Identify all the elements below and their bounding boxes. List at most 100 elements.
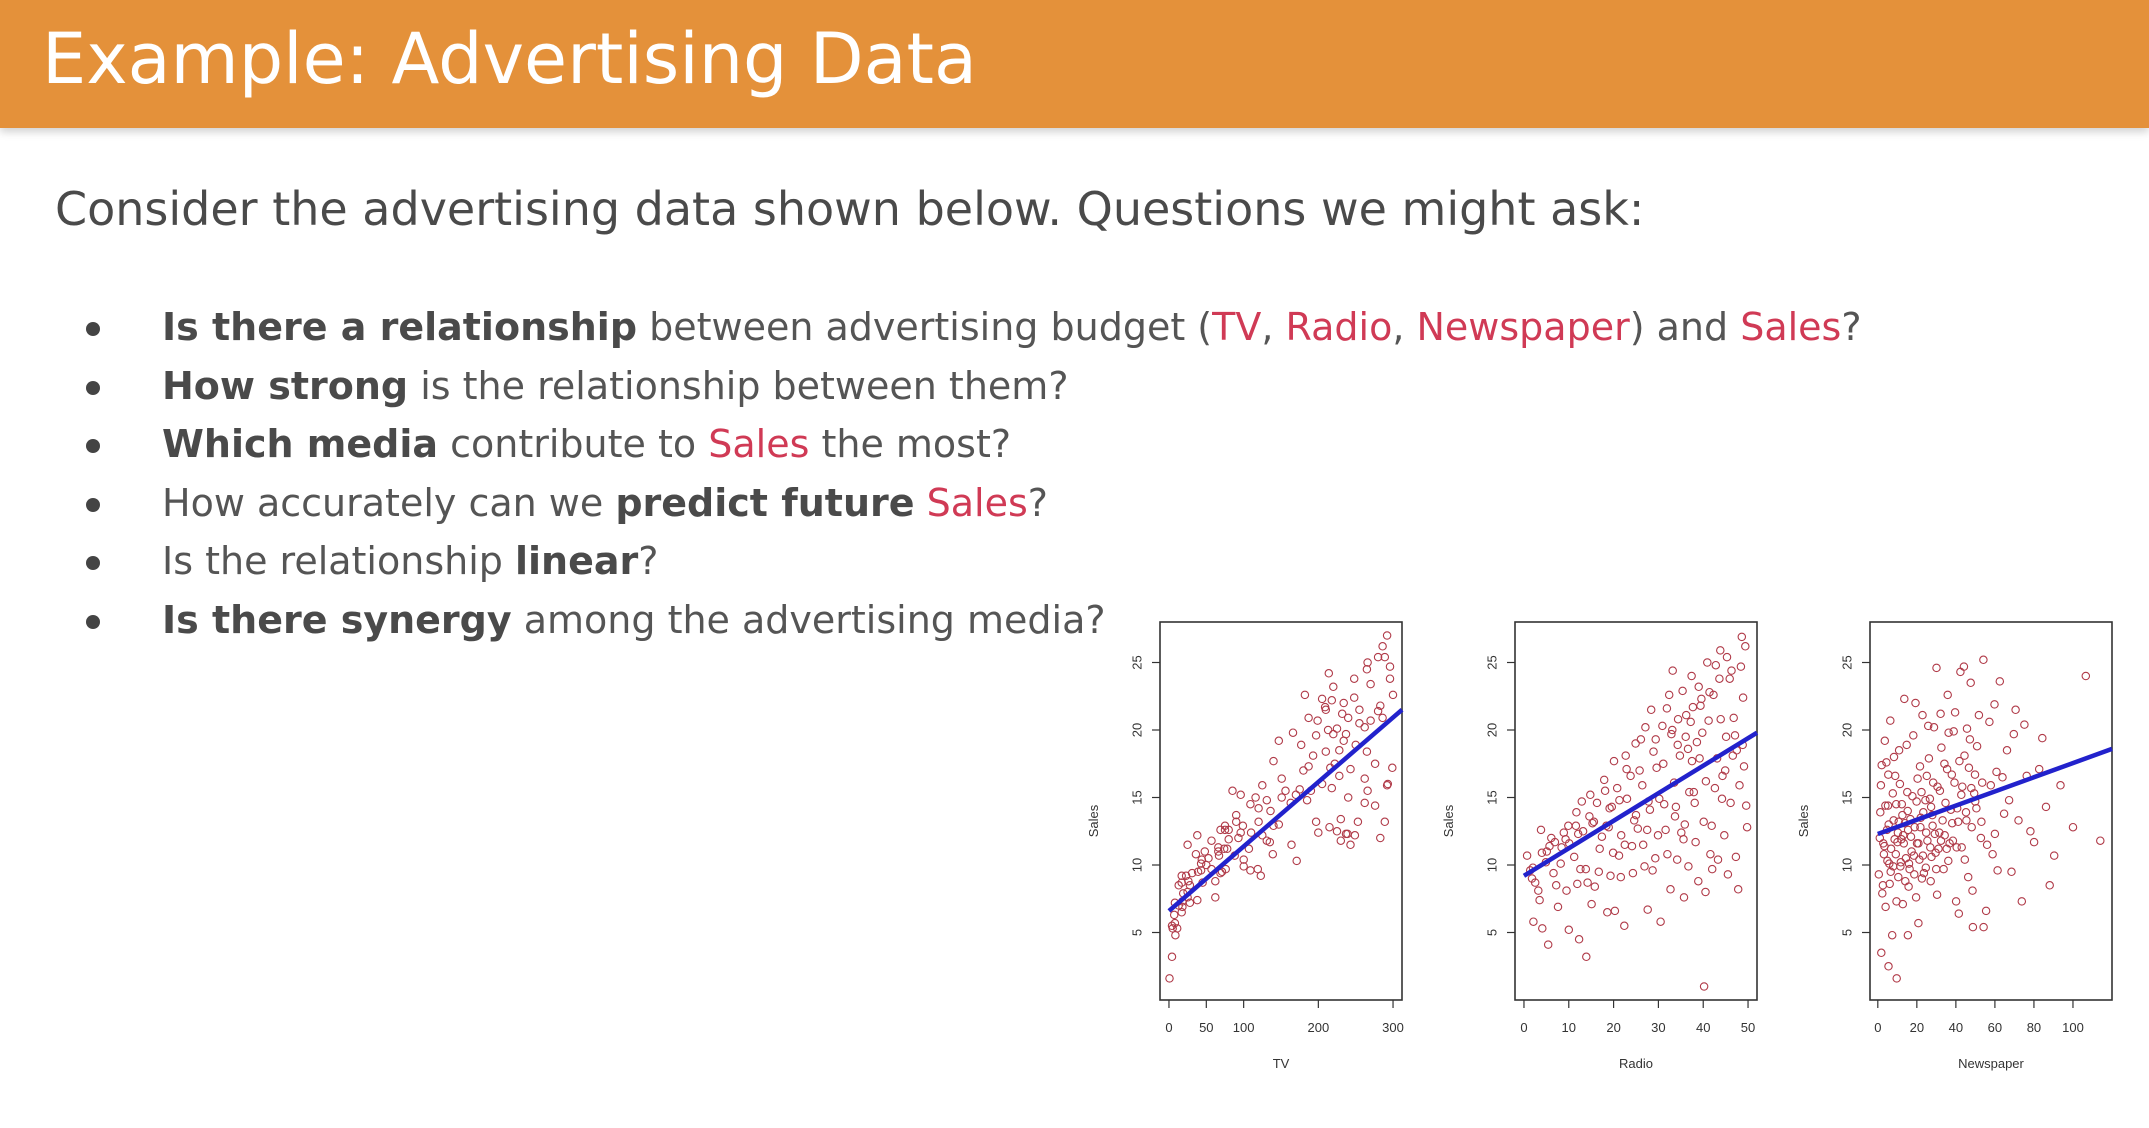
data-point xyxy=(1622,764,1631,774)
data-point xyxy=(1292,856,1301,866)
question-text: Which media contribute to Sales the most… xyxy=(162,415,1011,474)
data-point xyxy=(2026,827,2035,836)
data-point xyxy=(1915,762,1925,771)
data-point xyxy=(1900,694,1909,704)
data-point xyxy=(1699,817,1708,827)
data-point xyxy=(1329,729,1338,739)
data-point xyxy=(1653,831,1663,840)
data-point xyxy=(1977,778,1987,787)
data-point xyxy=(1638,840,1648,850)
data-point xyxy=(1717,794,1727,804)
data-point xyxy=(1891,849,1901,859)
data-point xyxy=(1595,844,1604,854)
data-point xyxy=(1522,851,1532,860)
data-point xyxy=(1621,751,1630,760)
data-point xyxy=(1538,924,1547,933)
data-point xyxy=(1652,763,1661,773)
data-point xyxy=(1884,962,1893,971)
data-point xyxy=(1678,686,1687,696)
question-emphasis: How strong xyxy=(162,363,409,408)
data-point xyxy=(1346,840,1355,850)
data-point xyxy=(1239,855,1248,864)
data-point xyxy=(1696,701,1705,710)
data-point xyxy=(1323,725,1333,735)
data-point xyxy=(1656,917,1665,926)
data-point xyxy=(1349,693,1359,702)
data-point xyxy=(1355,719,1364,728)
data-point xyxy=(1914,918,1923,928)
data-point xyxy=(1679,893,1689,902)
data-point xyxy=(1932,890,1942,899)
data-point xyxy=(1640,862,1649,871)
x-tick-label: 30 xyxy=(1651,1020,1665,1035)
data-point xyxy=(1972,741,1982,751)
data-point xyxy=(1898,831,1908,840)
data-point xyxy=(1718,771,1727,781)
data-point xyxy=(1941,798,1950,808)
data-point xyxy=(1967,783,1976,793)
data-point xyxy=(1716,714,1725,724)
data-point xyxy=(1883,801,1893,810)
question-text: How strong is the relationship between t… xyxy=(162,357,1068,416)
data-point xyxy=(1694,876,1703,886)
data-point xyxy=(1373,652,1383,662)
data-point xyxy=(2017,897,2027,906)
data-point xyxy=(1924,754,1934,763)
data-point xyxy=(1979,922,1988,932)
data-point xyxy=(1960,751,1969,760)
data-point xyxy=(1236,790,1245,800)
data-point xyxy=(1896,858,1906,867)
data-point xyxy=(1885,879,1894,889)
data-point xyxy=(1697,694,1706,704)
data-point xyxy=(1705,687,1714,697)
question-emphasis: predict future xyxy=(615,480,915,525)
data-point xyxy=(1274,736,1284,746)
data-point xyxy=(1890,771,1900,781)
data-point xyxy=(1385,662,1395,671)
data-point xyxy=(1972,804,1981,813)
data-point xyxy=(1174,881,1183,890)
data-point xyxy=(1934,844,1943,854)
data-point xyxy=(1311,731,1321,740)
data-point xyxy=(1909,731,1918,740)
data-point xyxy=(1268,849,1278,859)
bullet-icon xyxy=(86,556,100,570)
data-point xyxy=(1685,787,1694,797)
data-point xyxy=(1926,843,1935,852)
data-point xyxy=(1216,868,1225,878)
data-point xyxy=(1917,787,1926,797)
question-segment: How accurately can we xyxy=(162,480,616,525)
data-point xyxy=(1728,751,1738,760)
data-point xyxy=(2081,671,2091,681)
data-point xyxy=(1667,729,1676,739)
y-axis-label: Sales xyxy=(1441,804,1456,837)
data-point xyxy=(1366,679,1375,689)
data-point xyxy=(1576,864,1585,874)
data-point xyxy=(1926,876,1935,886)
data-point xyxy=(1944,728,1953,737)
data-point xyxy=(1169,910,1179,920)
data-point xyxy=(1529,917,1538,926)
regression-line xyxy=(1877,746,2113,837)
variable-highlight: Sales xyxy=(1740,305,1842,349)
data-point xyxy=(2014,816,2023,825)
data-point xyxy=(1977,817,1986,827)
plot-frame xyxy=(1869,621,2113,1001)
data-point xyxy=(1958,782,1967,791)
data-point xyxy=(1329,682,1338,692)
data-point xyxy=(1904,882,1913,891)
data-point xyxy=(1327,783,1337,793)
data-point xyxy=(1940,759,1949,769)
data-point xyxy=(1582,952,1591,962)
data-point xyxy=(1918,851,1928,860)
data-point xyxy=(1600,786,1610,796)
data-point xyxy=(1606,871,1615,881)
data-point xyxy=(1211,876,1220,886)
data-point xyxy=(1889,816,1898,825)
data-point xyxy=(1690,798,1699,808)
data-point xyxy=(1167,921,1177,931)
data-point xyxy=(1325,822,1334,832)
question-segment: , xyxy=(1392,305,1417,349)
data-point xyxy=(1898,810,1907,820)
